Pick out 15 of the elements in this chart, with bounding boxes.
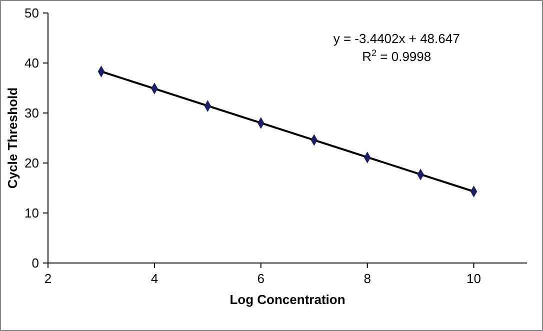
y-tick-label: 40 (24, 56, 39, 70)
x-tick-label: 4 (150, 271, 158, 286)
x-axis-title: Log Concentration (230, 292, 346, 307)
y-tick-label: 30 (24, 106, 39, 120)
x-tick-label: 2 (44, 271, 52, 286)
x-tick-label: 10 (466, 271, 482, 286)
y-tick-label: 10 (24, 206, 39, 220)
x-tick-label: 6 (257, 271, 265, 286)
y-tick-label: 20 (24, 156, 39, 170)
y-axis-title: Cycle Threshold (5, 87, 20, 189)
y-tick-label: 50 (24, 6, 39, 20)
annotation: R$^{2}$ = 0.9998 (362, 48, 432, 64)
annotation: y = -3.4402x + 48.647 (333, 31, 460, 46)
x-tick-label: 8 (364, 271, 371, 286)
y-tick-label: 0 (32, 256, 39, 270)
